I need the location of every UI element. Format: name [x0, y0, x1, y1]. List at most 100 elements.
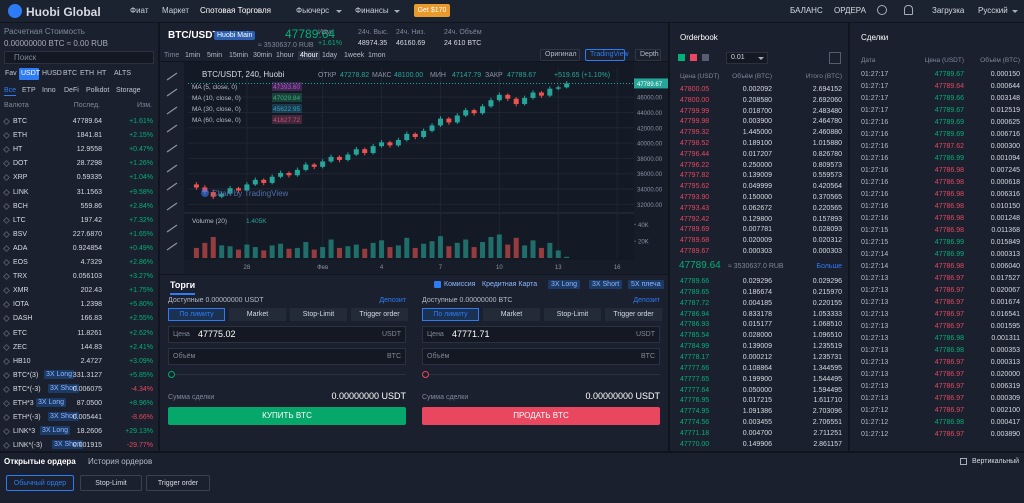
view-mode[interactable]: TradingView — [590, 51, 629, 58]
nav-item[interactable]: Загрузка — [932, 6, 965, 15]
order-filter-button[interactable] — [80, 475, 142, 491]
market-tab[interactable]: USDT — [21, 70, 41, 77]
order-price[interactable]: 47789.67 — [680, 248, 710, 255]
nav-item[interactable]: ОРДЕРА — [834, 6, 866, 15]
layout-icon[interactable] — [702, 54, 709, 61]
amount-input[interactable] — [168, 348, 406, 365]
pair-name[interactable]: BTC*(3) — [13, 371, 39, 379]
pair-name[interactable]: ETH — [13, 132, 27, 140]
pair-name[interactable]: ETH*3 — [13, 400, 34, 407]
price-input[interactable] — [168, 326, 406, 343]
orders-tab[interactable]: История ордеров — [88, 457, 153, 466]
order-price[interactable]: 47797.82 — [680, 172, 710, 180]
pair-name[interactable]: HT — [13, 146, 23, 154]
order-price[interactable]: 47795.62 — [680, 183, 710, 191]
pair-name[interactable]: BSV — [13, 230, 28, 238]
order-price[interactable]: 47777.66 — [680, 364, 710, 372]
pair-name[interactable]: ETH*(-3) — [13, 414, 41, 422]
pair-name[interactable]: XRP — [13, 174, 28, 182]
order-type-button[interactable] — [544, 308, 601, 321]
view-mode-button[interactable] — [585, 49, 625, 61]
leverage-link[interactable]: 3X Short — [589, 280, 623, 289]
order-price[interactable]: 47778.17 — [680, 353, 710, 361]
slider-handle[interactable] — [422, 371, 429, 378]
pair-name[interactable]: LINK*(-3) — [13, 442, 43, 450]
interval[interactable]: 4hour — [298, 51, 320, 60]
order-price[interactable]: 47784.99 — [680, 343, 710, 351]
slider-track[interactable] — [174, 374, 406, 375]
interval[interactable]: 30min — [253, 52, 273, 59]
interval[interactable]: 1day — [322, 52, 338, 59]
order-filter-button[interactable] — [6, 475, 74, 491]
order-price[interactable]: 47785.54 — [680, 332, 710, 340]
layout-icon[interactable] — [690, 54, 697, 61]
market-subtab[interactable]: ETP — [22, 87, 36, 94]
card-link[interactable]: Кредитная Карта — [482, 281, 538, 288]
slider-track[interactable] — [428, 374, 660, 375]
order-price[interactable]: 47800.00 — [680, 96, 710, 104]
pair-name[interactable]: BCH — [13, 202, 28, 210]
order-filter[interactable]: Stop-Limit — [95, 479, 127, 487]
price-value[interactable]: 47775.02 — [198, 329, 236, 339]
layout-icon[interactable] — [678, 54, 685, 61]
pair-name[interactable]: TRX — [13, 273, 27, 281]
orders-tab[interactable]: Открытые ордера — [4, 457, 76, 466]
precision-value[interactable]: 0.01 — [731, 54, 745, 61]
submit-button[interactable] — [168, 407, 406, 425]
price-input[interactable] — [422, 326, 660, 343]
order-price[interactable]: 47786.94 — [680, 310, 710, 318]
order-type-button[interactable] — [483, 308, 540, 321]
market-tab[interactable]: HT — [97, 70, 107, 77]
pair-name[interactable]: DASH — [13, 315, 33, 323]
interval[interactable]: 1mon — [368, 52, 386, 59]
pair-name[interactable]: IOTA — [13, 301, 29, 309]
submit-button[interactable] — [422, 407, 660, 425]
order-type-button[interactable] — [290, 308, 347, 321]
nav-item[interactable]: Русский — [978, 6, 1008, 15]
order-price[interactable]: 47792.42 — [680, 215, 710, 223]
order-price[interactable]: 47799.99 — [680, 107, 710, 115]
market-tab[interactable]: BTC — [63, 70, 77, 77]
pair-name[interactable]: DOT — [13, 160, 28, 168]
refresh-icon[interactable] — [829, 52, 841, 64]
order-filter[interactable]: Обычный ордер — [13, 479, 67, 487]
order-type-button[interactable] — [351, 308, 408, 321]
bell-icon[interactable] — [904, 5, 913, 15]
order-type[interactable]: Stop-Limit — [556, 310, 589, 318]
pair-name[interactable]: LINK — [13, 188, 29, 196]
order-price[interactable]: 47796.44 — [680, 150, 710, 158]
view-mode[interactable]: Оригинал — [545, 51, 577, 58]
interval[interactable]: 1hour — [276, 52, 294, 59]
pair-name[interactable]: HB10 — [13, 357, 31, 365]
slider-handle[interactable] — [168, 371, 175, 378]
promo-badge[interactable] — [414, 4, 450, 17]
order-type-button[interactable] — [168, 308, 225, 321]
order-price[interactable]: 47786.93 — [680, 321, 710, 329]
order-type-button[interactable] — [229, 308, 286, 321]
order-price[interactable]: 47777.65 — [680, 375, 710, 383]
pair-name[interactable]: BTC — [13, 118, 27, 125]
order-price[interactable]: 47776.95 — [680, 397, 710, 405]
pair-name[interactable]: LTC — [13, 216, 26, 224]
search-placeholder[interactable]: Поиск — [14, 53, 37, 62]
nav-item[interactable]: Финансы — [355, 6, 389, 15]
order-price[interactable]: 47800.05 — [680, 86, 710, 93]
order-price[interactable]: 47799.98 — [680, 118, 710, 126]
nav-item[interactable]: БАЛАНС — [790, 6, 823, 15]
nav-item[interactable]: Спотовая Торговля — [200, 6, 271, 15]
nav-item[interactable]: Фиат — [130, 6, 149, 15]
order-price[interactable]: 47774.56 — [680, 419, 710, 427]
pair-name[interactable]: XMR — [13, 287, 29, 295]
user-icon[interactable] — [877, 5, 887, 15]
pair-name[interactable]: LINK*3 — [13, 428, 36, 436]
trade-tab[interactable]: Торги — [170, 280, 196, 295]
order-type-button[interactable] — [422, 308, 479, 321]
order-price[interactable]: 47798.52 — [680, 140, 710, 147]
price-value[interactable]: 47771.71 — [452, 329, 490, 339]
deposit-link[interactable]: Депозит — [379, 297, 406, 304]
market-tab[interactable]: ALTS — [114, 70, 131, 77]
order-price[interactable]: 47799.32 — [680, 129, 710, 137]
order-price[interactable]: 47793.90 — [680, 194, 710, 201]
market-subtab[interactable]: Storage — [116, 87, 141, 94]
order-filter-button[interactable] — [146, 475, 210, 491]
